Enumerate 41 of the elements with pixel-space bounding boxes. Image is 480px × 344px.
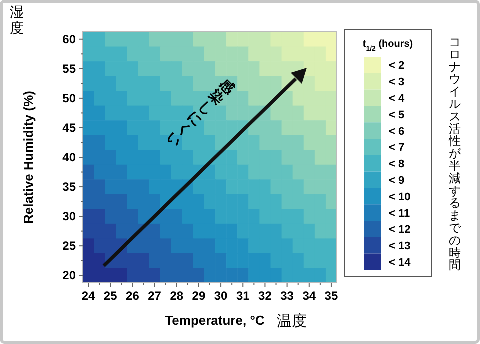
y-tick-label: 40 bbox=[62, 150, 76, 164]
y-tick-label: 20 bbox=[62, 268, 76, 283]
y-tick-label: 45 bbox=[62, 120, 76, 135]
y-tick-label: 30 bbox=[62, 210, 76, 224]
text: 湿度 bbox=[10, 5, 24, 37]
color-bar-label: < 8 bbox=[389, 158, 405, 171]
x-tick-label: 28 bbox=[170, 289, 184, 303]
color-bar-label: < 10 bbox=[389, 191, 411, 204]
x-tick-label: 29 bbox=[192, 289, 206, 303]
x-tick-label: 33 bbox=[280, 289, 294, 303]
y-axis-title: Relative Humidity (%) bbox=[21, 91, 36, 224]
x-tick-label: 31 bbox=[236, 289, 250, 303]
x-tick-label: 25 bbox=[104, 289, 118, 303]
legend-title: t$_{1/2}$ (hours) bbox=[362, 39, 414, 52]
color-bar-label: < 9 bbox=[389, 175, 405, 187]
color-bar-label: < 3 bbox=[389, 76, 405, 89]
color-bar-label: < 5 bbox=[389, 109, 405, 122]
x-tick-label: 26 bbox=[126, 289, 140, 303]
text: コロナウイルス活性が半減するまでの時間 bbox=[449, 35, 461, 272]
color-bar-label: < 12 bbox=[389, 224, 411, 236]
color-bar-label: < 6 bbox=[389, 126, 405, 138]
x-tick-label: 27 bbox=[148, 289, 162, 303]
y-tick-label: 50 bbox=[62, 91, 76, 106]
x-tick-label: 24 bbox=[82, 289, 96, 303]
y-tick-label: 60 bbox=[62, 32, 76, 46]
x-tick-label: 30 bbox=[214, 289, 228, 303]
color-bar-label: < 7 bbox=[389, 142, 405, 154]
annotation: 感染しにくい bbox=[163, 76, 238, 151]
y-tick-label: 25 bbox=[62, 239, 76, 254]
color-bar-label: < 2 bbox=[389, 60, 405, 72]
color-bar-label: < 14 bbox=[389, 257, 412, 269]
y-tick-label: 55 bbox=[62, 62, 76, 76]
color-bar-label: < 13 bbox=[389, 240, 411, 253]
color-bar-label: < 4 bbox=[389, 93, 406, 105]
text: 温度 bbox=[277, 312, 307, 330]
x-tick-label: 35 bbox=[324, 289, 338, 303]
x-tick-label: 34 bbox=[302, 289, 316, 303]
y-tick-label: 35 bbox=[62, 180, 76, 194]
color-bar-label: < 11 bbox=[389, 208, 410, 220]
x-tick-label: 32 bbox=[258, 289, 272, 303]
x-axis-title: Temperature, °C bbox=[165, 313, 266, 328]
